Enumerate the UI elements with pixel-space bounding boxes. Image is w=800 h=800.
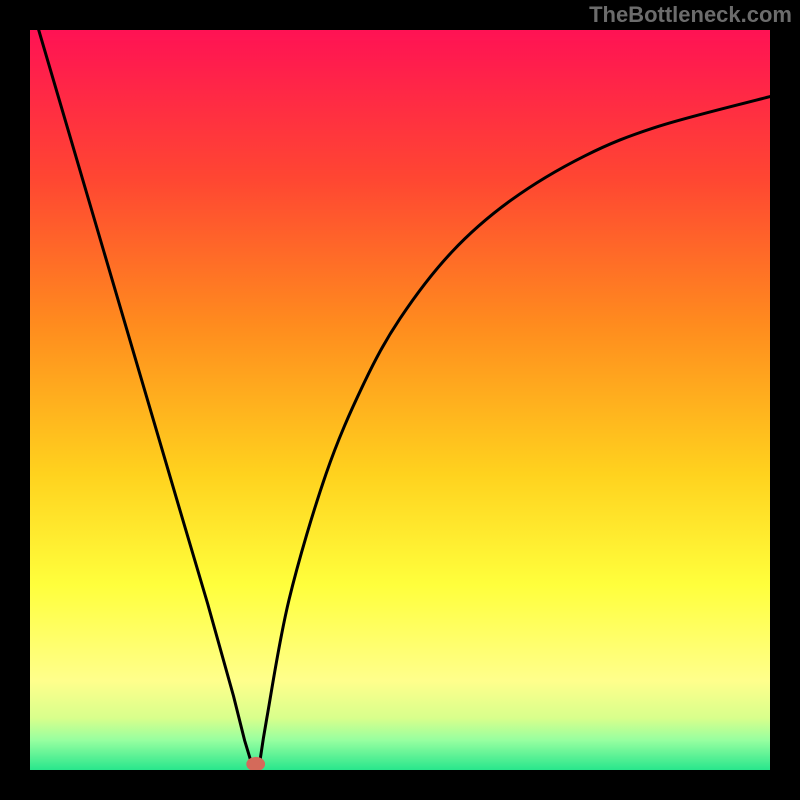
min-marker: [247, 757, 265, 770]
plot-background: [30, 30, 770, 770]
watermark-label: TheBottleneck.com: [589, 2, 792, 28]
chart-container: TheBottleneck.com: [0, 0, 800, 800]
bottleneck-chart: [0, 0, 800, 800]
